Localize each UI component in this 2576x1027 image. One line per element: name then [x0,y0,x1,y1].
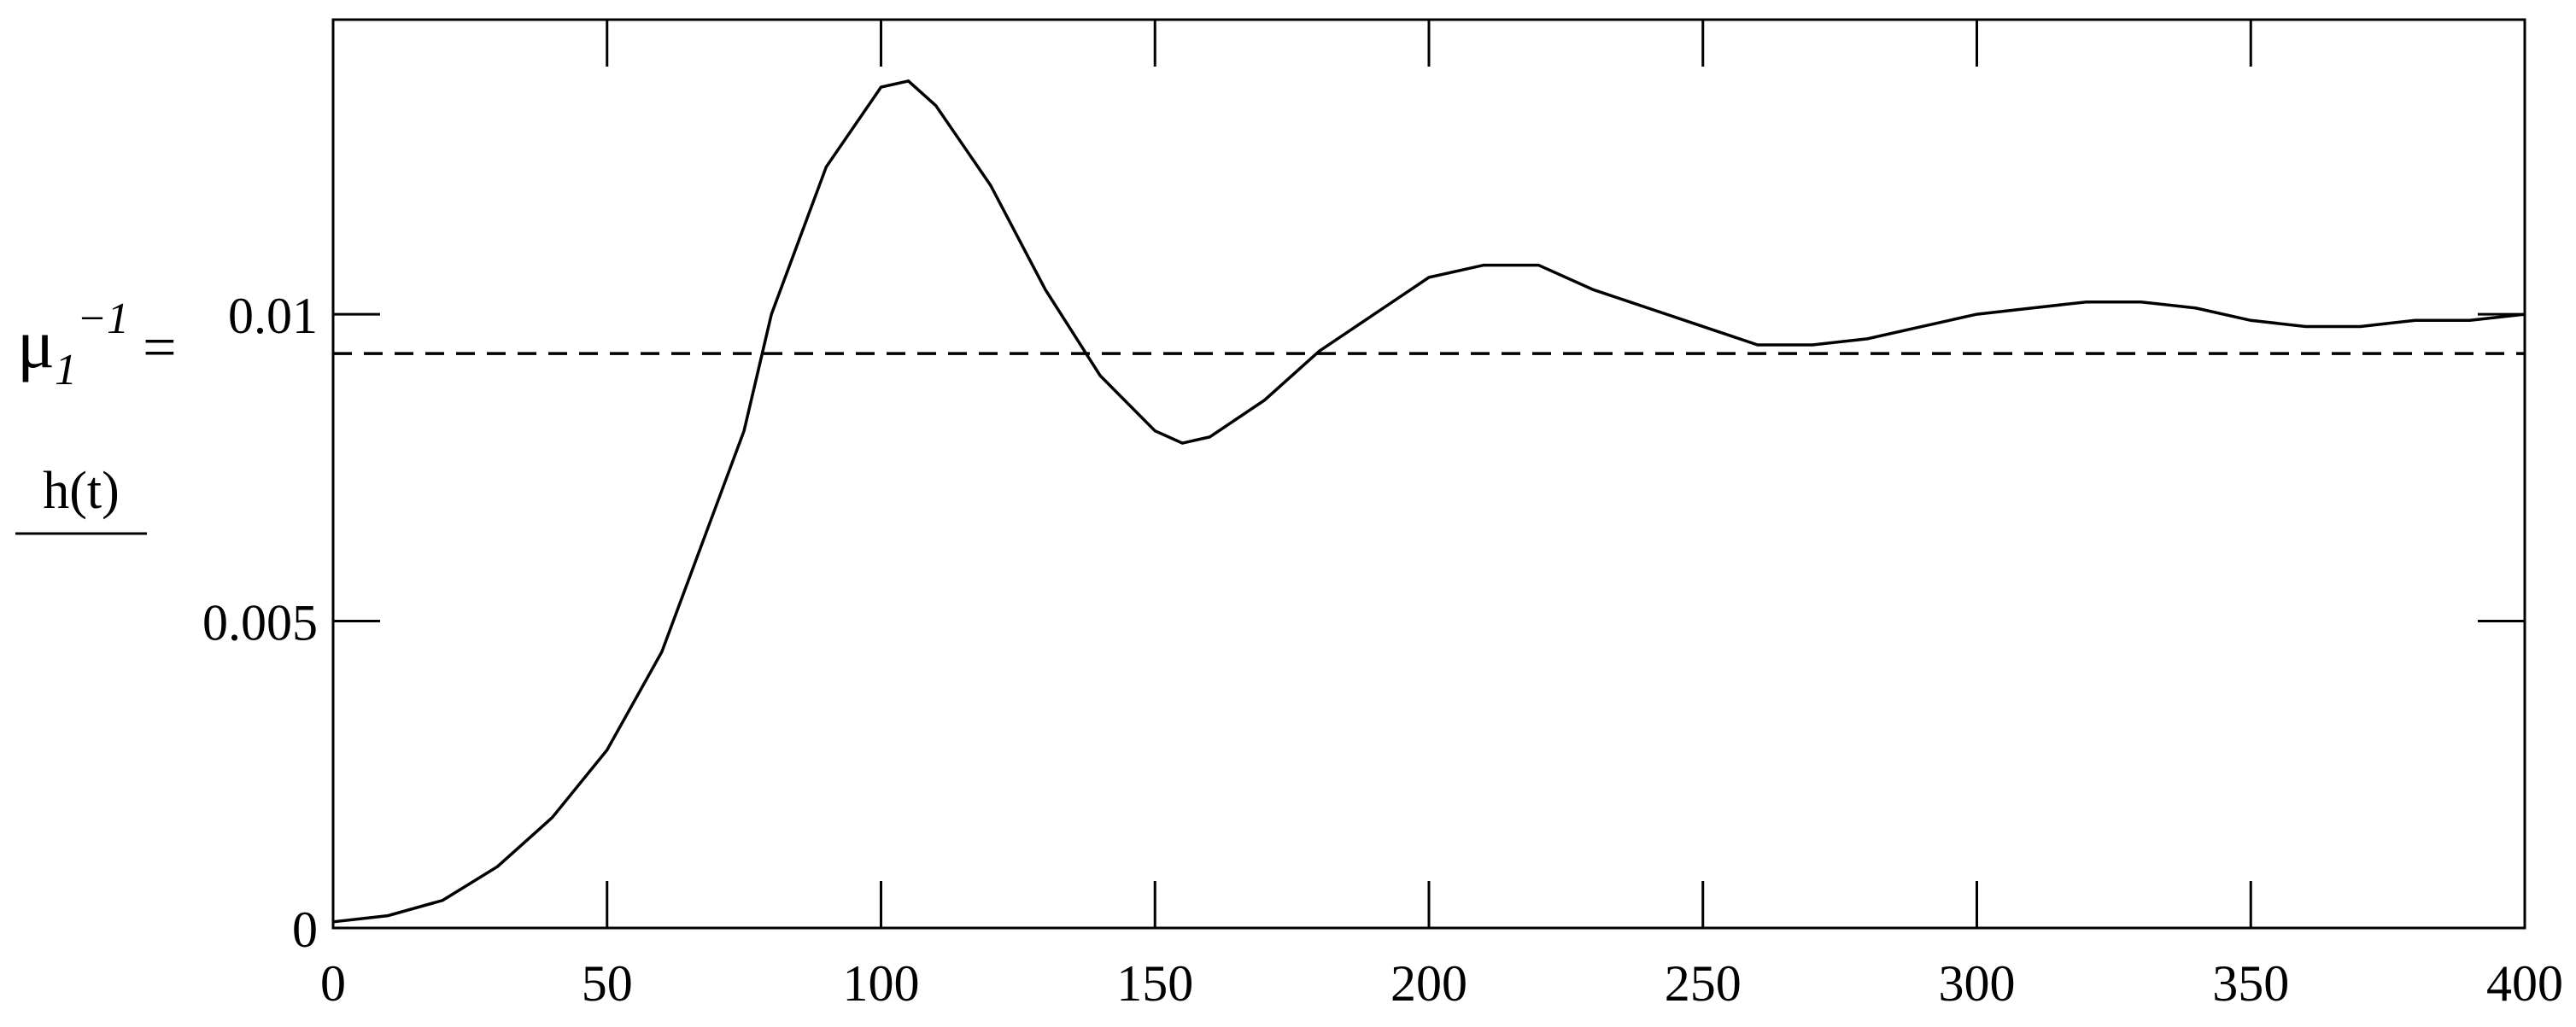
x-tick-label: 150 [1116,955,1193,1012]
x-tick-label: 50 [582,955,633,1012]
x-tick-label: 350 [2212,955,2289,1012]
x-tick-label: 300 [1939,955,2016,1012]
y-tick-label: 0 [292,902,318,958]
x-tick-label: 200 [1390,955,1467,1012]
marker-label: μ1−1 = [17,295,177,394]
plot-frame [331,18,2526,930]
marker-label-sup: −1 [77,295,129,343]
y-tick-label: 0.005 [202,595,318,651]
data-line [332,79,2526,924]
x-tick-label: 400 [2486,955,2563,1012]
y-tick-label: 0.01 [228,288,318,344]
y-axis-label: h(t) [43,462,120,520]
marker-label-base: μ [17,305,55,382]
x-tick-label: 100 [843,955,920,1012]
marker-label-suffix: = [143,315,176,381]
x-tick-label: 0 [320,955,346,1012]
marker-label-sub: 1 [55,346,77,394]
x-tick-label: 250 [1665,955,1742,1012]
